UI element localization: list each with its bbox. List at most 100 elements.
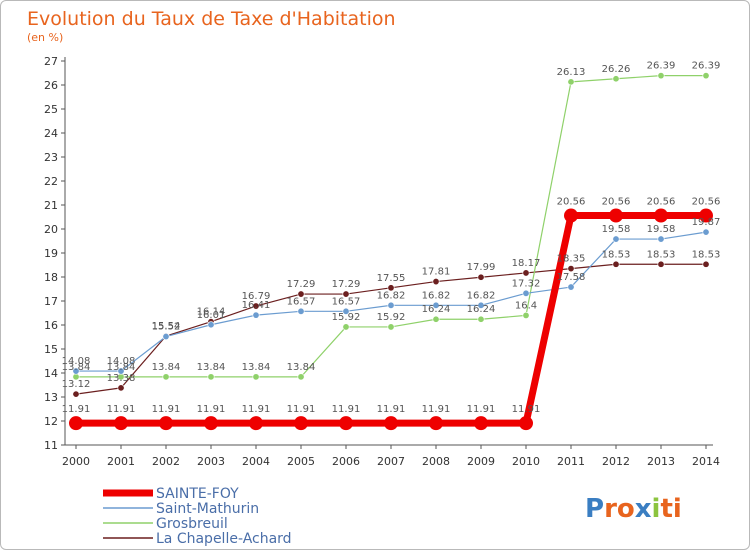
data-point-3: [477, 273, 485, 281]
legend-label-2: Grosbreuil: [156, 516, 228, 532]
data-label-2: 16.24: [467, 304, 496, 315]
data-point-1: [702, 228, 710, 236]
data-label-1: 17.32: [512, 278, 541, 289]
data-label-0: 11.91: [287, 404, 316, 415]
y-tick-label: 11: [44, 439, 58, 452]
data-label-1: 16.82: [377, 290, 406, 301]
y-tick-label: 26: [44, 79, 58, 92]
data-label-3: 17.55: [377, 273, 406, 284]
data-label-0: 11.91: [242, 404, 271, 415]
data-label-1: 16.82: [422, 290, 451, 301]
y-tick-label: 19: [44, 247, 58, 260]
data-point-1: [342, 307, 350, 315]
y-tick-label: 18: [44, 271, 58, 284]
data-point-2: [432, 315, 440, 323]
data-label-1: 16.57: [287, 296, 316, 307]
data-label-1: 15.52: [152, 322, 181, 333]
proxiti-logo: Proxiti: [585, 494, 682, 524]
data-label-2: 15.92: [377, 312, 406, 323]
data-point-2: [342, 323, 350, 331]
data-label-3: 16.14: [197, 307, 226, 318]
data-point-3: [72, 390, 80, 398]
data-point-0: [384, 416, 398, 431]
data-point-0: [159, 416, 173, 431]
y-tick-label: 17: [44, 295, 58, 308]
x-tick-label: 2004: [242, 455, 270, 468]
data-point-3: [522, 269, 530, 277]
data-point-0: [114, 416, 128, 431]
data-label-1: 16.82: [467, 290, 496, 301]
y-tick-label: 25: [44, 103, 58, 116]
data-label-3: 13.12: [62, 379, 91, 390]
data-label-0: 11.91: [152, 404, 181, 415]
data-point-2: [702, 72, 710, 80]
data-point-3: [432, 278, 440, 286]
data-label-3: 18.53: [602, 249, 631, 260]
data-point-0: [339, 416, 353, 431]
data-point-2: [477, 315, 485, 323]
y-tick-label: 12: [44, 415, 58, 428]
data-label-1: 16.57: [332, 296, 361, 307]
data-label-3: 16.79: [242, 291, 271, 302]
data-label-2: 13.84: [62, 362, 91, 373]
x-tick-label: 2005: [287, 455, 315, 468]
data-point-1: [252, 311, 260, 319]
y-tick-label: 24: [44, 127, 58, 140]
data-point-1: [522, 289, 530, 297]
data-point-3: [252, 302, 260, 310]
logo-text: Proxiti: [585, 494, 682, 524]
data-label-1: 19.58: [602, 224, 631, 235]
data-point-1: [162, 333, 170, 341]
data-label-2: 16.24: [422, 304, 451, 315]
series-group: [69, 72, 713, 431]
y-tick-label: 27: [44, 55, 58, 68]
y-tick-label: 15: [44, 343, 58, 356]
data-label-3: 13.38: [107, 373, 136, 384]
data-point-0: [69, 416, 83, 431]
data-label-1: 14.08: [107, 356, 136, 367]
data-point-2: [612, 75, 620, 83]
data-label-0: 20.56: [602, 197, 631, 208]
data-point-0: [474, 416, 488, 431]
data-label-1: 16.01: [197, 310, 226, 321]
y-tick-label: 16: [44, 319, 58, 332]
y-tick-label: 13: [44, 391, 58, 404]
y-tick-label: 14: [44, 367, 58, 380]
x-tick-label: 2010: [512, 455, 540, 468]
data-point-2: [387, 323, 395, 331]
y-tick-label: 20: [44, 223, 58, 236]
data-label-3: 18.53: [647, 249, 676, 260]
data-point-0: [204, 416, 218, 431]
data-point-1: [72, 367, 80, 375]
data-label-0: 11.91: [332, 404, 361, 415]
data-point-1: [387, 301, 395, 309]
data-point-3: [387, 284, 395, 292]
data-point-0: [699, 208, 713, 223]
data-label-3: 17.99: [467, 262, 496, 273]
x-tick-label: 2014: [692, 455, 720, 468]
data-point-0: [294, 416, 308, 431]
x-tick-label: 2009: [467, 455, 495, 468]
data-point-3: [297, 290, 305, 298]
data-point-3: [612, 260, 620, 268]
data-label-2: 26.26: [602, 64, 631, 75]
data-label-0: 11.91: [467, 404, 496, 415]
x-tick-label: 2008: [422, 455, 450, 468]
data-point-1: [567, 283, 575, 291]
data-label-2: 26.13: [557, 67, 586, 78]
legend-label-0: SAINTE-FOY: [156, 486, 239, 502]
x-tick-label: 2000: [62, 455, 90, 468]
data-label-1: 14.08: [62, 356, 91, 367]
data-point-0: [249, 416, 263, 431]
x-tick-label: 2012: [602, 455, 630, 468]
y-tick-label: 22: [44, 175, 58, 188]
data-label-0: 20.56: [692, 197, 721, 208]
data-label-3: 17.29: [332, 279, 361, 290]
data-label-2: 13.84: [107, 362, 136, 373]
data-point-2: [522, 311, 530, 319]
x-tick-label: 2001: [107, 455, 135, 468]
y-ticks: 11 12 13 14 15 16 17 18 19 20 21 22 23 24 25 26 27: [44, 55, 65, 452]
data-label-2: 13.84: [152, 362, 181, 373]
